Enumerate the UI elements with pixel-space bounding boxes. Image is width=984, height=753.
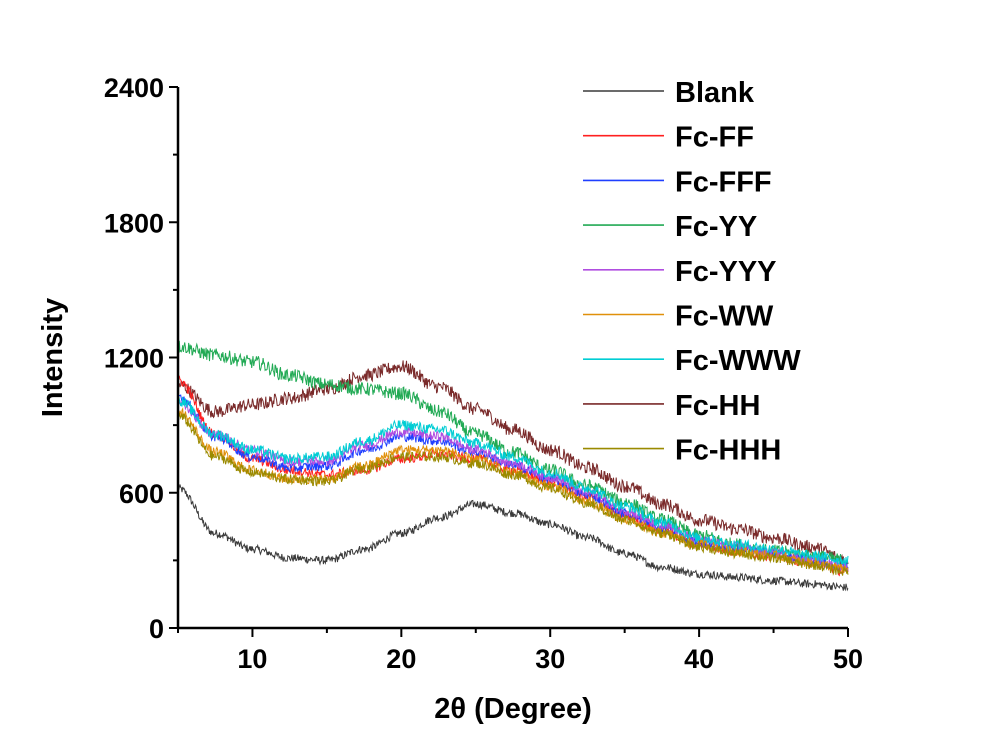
series-line-fc-hh [177,360,849,566]
series-line-fc-www [177,396,849,566]
y-tick-label: 0 [149,614,164,644]
axes: 10 20 30 40 50 0 600 1200 1800 2400 [104,73,863,674]
x-tick-label: 10 [237,644,267,674]
series-line-fc-yyy [177,398,849,573]
legend-label-blank: Blank [675,77,755,109]
x-tick-label: 20 [386,644,416,674]
legend-label-fc-ff: Fc-FF [675,122,754,154]
y-tick-label: 2400 [104,73,164,103]
legend-label-fc-yyy: Fc-YYY [675,256,777,288]
legend-label-fc-fff: Fc-FFF [675,166,772,198]
series-layer [177,340,849,592]
legend: Blank Fc-FF Fc-FFF Fc-YY Fc-YYY Fc-WW Fc-WWW Fc… [583,77,801,467]
series-line-fc-hhh [177,412,849,576]
x-tick-label: 50 [833,644,863,674]
x-tick-label: 40 [684,644,714,674]
legend-label-fc-ww: Fc-WW [675,301,774,333]
y-tick-label: 600 [119,479,164,509]
legend-label-fc-hhh: Fc-HHH [675,435,781,467]
x-tick-label: 30 [535,644,565,674]
legend-label-fc-www: Fc-WWW [675,345,801,377]
y-ticks: 0 600 1200 1800 2400 [104,73,178,644]
legend-label-fc-yy: Fc-YY [675,211,757,243]
y-tick-label: 1200 [104,344,164,374]
legend-label-fc-hh: Fc-HH [675,390,760,422]
plot-area [177,340,849,592]
x-ticks: 10 20 30 40 50 [177,628,863,674]
series-line-blank [177,484,849,592]
y-axis-title: Intensity [37,298,69,417]
x-axis-title: 2θ (Degree) [434,693,592,725]
y-tick-label: 1800 [104,208,164,238]
